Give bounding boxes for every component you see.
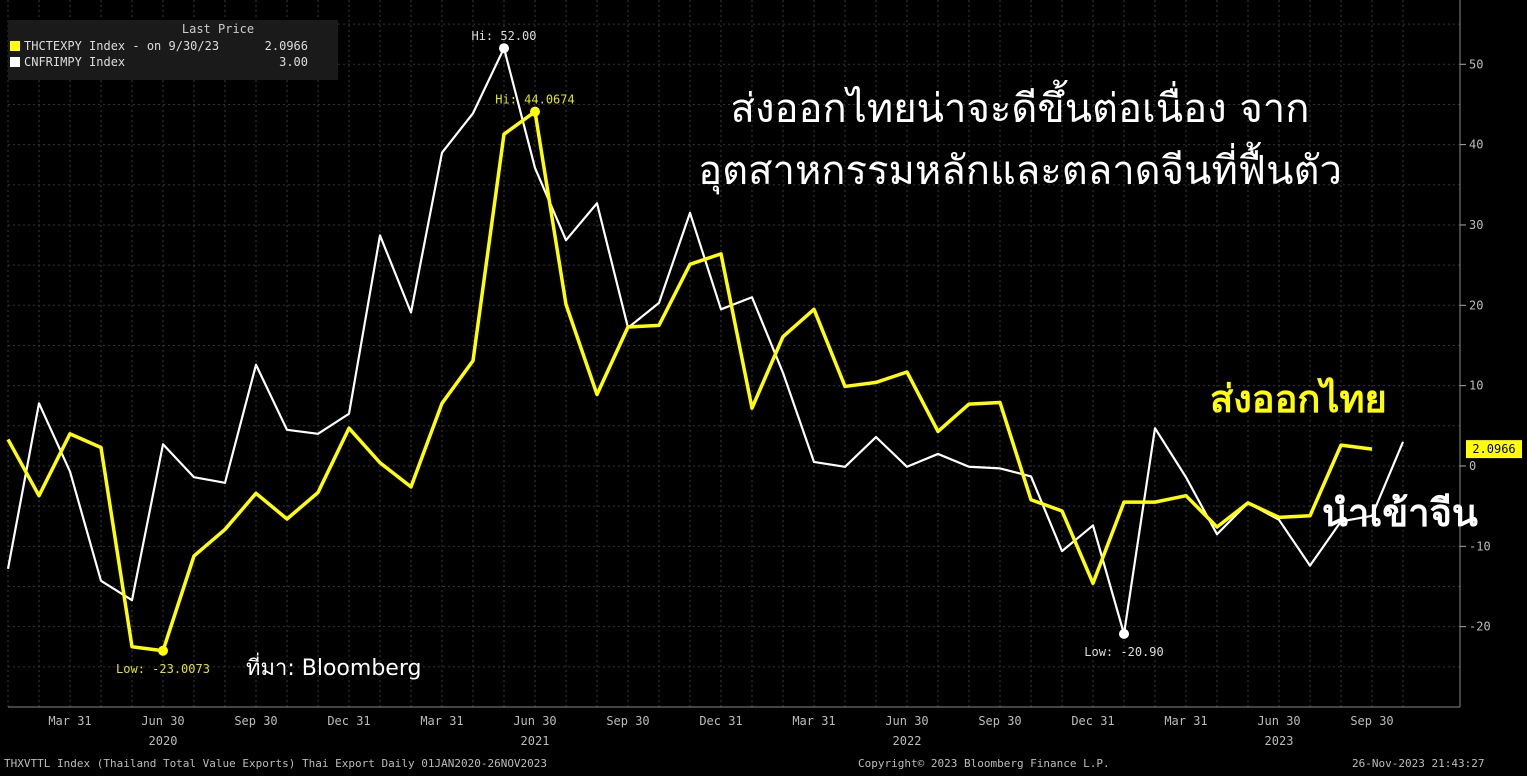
legend-label: CNFRIMPY Index xyxy=(24,55,126,69)
x-tick-label: Dec 31 xyxy=(699,714,742,728)
y-tick-label: -10 xyxy=(1469,539,1491,553)
x-tick-label: Sep 30 xyxy=(978,714,1021,728)
footer-timestamp: 26-Nov-2023 21:43:27 xyxy=(1352,757,1485,770)
x-tick-label: Sep 30 xyxy=(1350,714,1393,728)
legend-value: 2.0966 xyxy=(264,39,308,53)
legend-row-thai-export: THCTEXPY Index - on 9/30/23 2.0966 xyxy=(8,38,338,54)
y-tick-label: 30 xyxy=(1469,218,1483,232)
x-tick-label: Jun 30 xyxy=(1257,714,1300,728)
legend-row-china-import: CNFRIMPY Index 3.00 xyxy=(8,54,338,70)
legend-label: THCTEXPY Index - on 9/30/23 xyxy=(24,39,220,53)
x-tick-label: Dec 31 xyxy=(1071,714,1114,728)
chart-legend: Last Price THCTEXPY Index - on 9/30/23 2… xyxy=(8,20,338,80)
x-tick-label: Mar 31 xyxy=(792,714,835,728)
extreme-label: Hi: 52.00 xyxy=(471,29,536,43)
x-tick-label: Mar 31 xyxy=(1164,714,1207,728)
x-tick-label: Mar 31 xyxy=(420,714,463,728)
x-tick-label: Sep 30 xyxy=(234,714,277,728)
y-tick-label: 20 xyxy=(1469,298,1483,312)
headline: ส่งออกไทยน่าจะดีขึ้นต่อเนื่อง จาก อุตสาห… xyxy=(560,78,1480,202)
extreme-label: Low: -23.0073 xyxy=(116,662,210,676)
legend-header: Last Price xyxy=(181,22,255,36)
x-tick-label: Jun 30 xyxy=(885,714,928,728)
chart-series xyxy=(6,47,1405,653)
x-year-label: 2022 xyxy=(893,734,922,748)
y-tick-label: 0 xyxy=(1469,459,1476,473)
y-axis: 50 40 30 20 10 0 -10 -20 xyxy=(1459,0,1491,707)
source-note: ที่มา: Bloomberg xyxy=(246,656,422,681)
extreme-marker xyxy=(530,106,540,117)
extreme-marker xyxy=(158,645,168,656)
last-value-tag xyxy=(1466,440,1522,459)
x-tick-label: Jun 30 xyxy=(513,714,556,728)
extreme-marker xyxy=(1119,628,1129,639)
x-tick-label: Sep 30 xyxy=(606,714,649,728)
footer-left: THXVTTL Index (Thailand Total Value Expo… xyxy=(4,757,548,770)
x-tick-label: Jun 30 xyxy=(141,714,184,728)
x-year-label: 2023 xyxy=(1265,734,1294,748)
last-value-text: 2.0966 xyxy=(1472,442,1515,456)
x-year-label: 2020 xyxy=(149,734,178,748)
extreme-label: Hi: 44.0674 xyxy=(495,93,574,107)
chart-annotations: Hi: 52.00 Hi: 44.0674 Low: -23.0073 Low: -2… xyxy=(116,29,1522,676)
legend-swatch-white xyxy=(10,57,20,67)
y-tick-label: 40 xyxy=(1469,138,1483,152)
x-axis: Mar 31 Jun 30 Sep 30 Dec 31 Mar 31 Jun 30 Sep … xyxy=(8,706,1460,748)
footer-copyright: Copyright© 2023 Bloomberg Finance L.P. xyxy=(858,757,1110,770)
series-label-thai-export: ส่งออกไทย xyxy=(1210,377,1387,421)
y-tick-label: 50 xyxy=(1469,57,1483,71)
series-line-china-import xyxy=(6,47,1405,635)
headline-line-1: ส่งออกไทยน่าจะดีขึ้นต่อเนื่อง จาก xyxy=(730,86,1310,132)
x-year-label: 2021 xyxy=(521,734,550,748)
x-tick-label: Mar 31 xyxy=(48,714,91,728)
extreme-marker xyxy=(499,43,509,54)
series-line-thai-export xyxy=(6,109,1373,653)
extreme-label: Low: -20.90 xyxy=(1084,645,1163,659)
series-label-china-import: นำเข้าจีน xyxy=(1322,491,1478,535)
legend-swatch-yellow xyxy=(10,41,20,51)
y-tick-label: -20 xyxy=(1469,620,1491,634)
y-tick-label: 10 xyxy=(1469,379,1483,393)
headline-line-2: อุตสาหกรรมหลักและตลาดจีนที่ฟื้นตัว xyxy=(698,148,1342,194)
legend-value: 3.00 xyxy=(279,55,308,69)
plot-area xyxy=(8,0,1460,707)
x-tick-label: Dec 31 xyxy=(327,714,370,728)
